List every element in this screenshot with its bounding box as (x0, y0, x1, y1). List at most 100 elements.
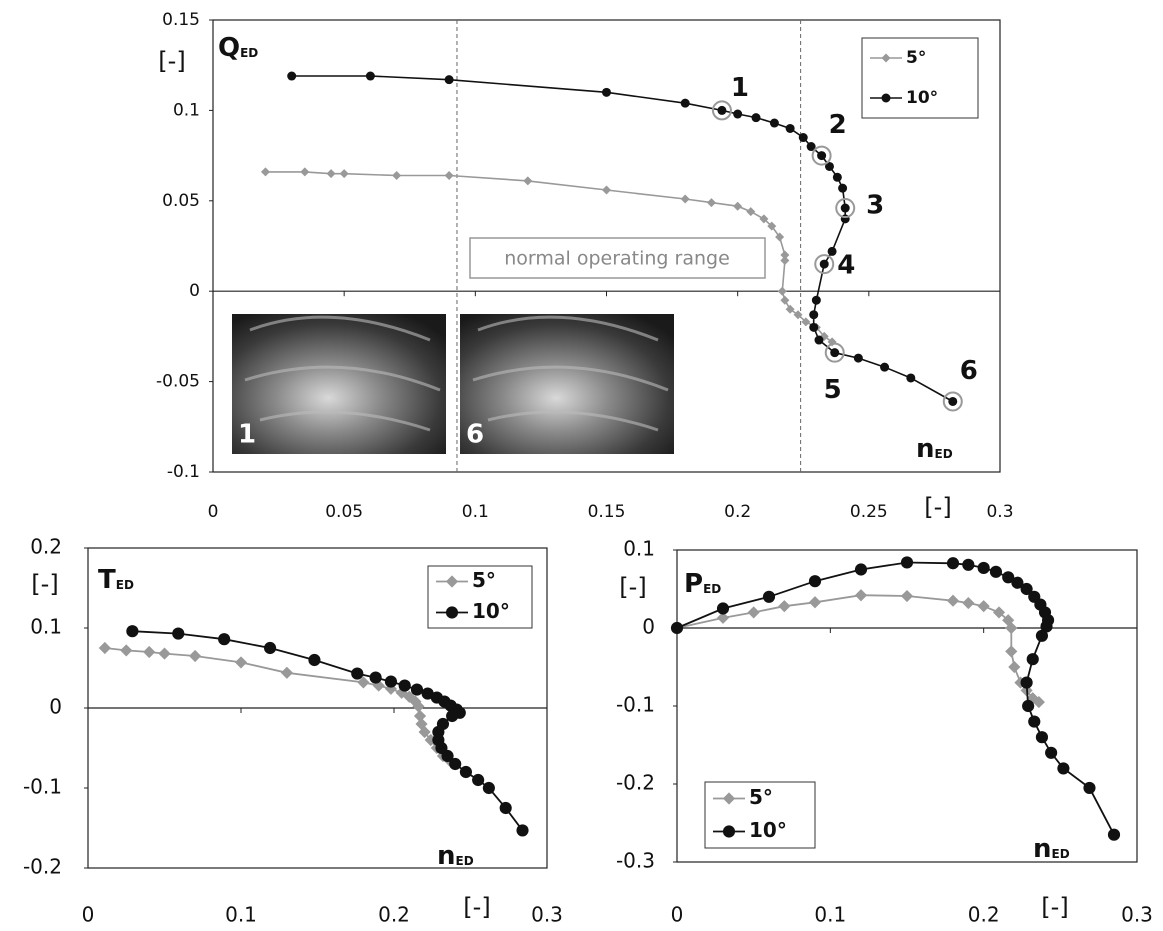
x-axis-label: nED (437, 841, 474, 871)
marker (472, 773, 485, 787)
marker (602, 87, 611, 97)
marker (260, 167, 270, 177)
marker (793, 310, 803, 320)
legend: 5°10° (427, 565, 533, 629)
point-label: 1 (731, 73, 749, 103)
marker (840, 203, 850, 213)
marker (421, 687, 434, 700)
y-tick-label: -0.3 (616, 849, 655, 873)
marker (785, 123, 795, 133)
marker (1002, 614, 1015, 627)
marker (670, 621, 684, 635)
marker (801, 317, 811, 327)
marker (369, 671, 382, 684)
x-tick-label: 0.3 (1121, 903, 1153, 927)
marker (1020, 582, 1033, 596)
y-tick-label: -0.05 (156, 372, 200, 392)
marker (1020, 676, 1033, 689)
marker (1008, 660, 1021, 674)
legend-label: 10° (749, 818, 787, 842)
marker (751, 113, 761, 123)
marker (977, 600, 990, 613)
legend-box (704, 781, 816, 849)
marker (444, 75, 454, 85)
marker (1040, 620, 1053, 633)
y-axis-label-sub: ED (240, 46, 258, 60)
marker (326, 169, 336, 179)
marker (482, 781, 495, 795)
marker (830, 348, 840, 358)
x-tick-label: 0.05 (325, 502, 363, 522)
marker (189, 649, 202, 663)
marker (1011, 576, 1024, 589)
marker (418, 725, 431, 739)
marker (1005, 621, 1018, 635)
x-tick-label: 0.2 (724, 502, 751, 522)
x-axis-label-sub: ED (935, 447, 953, 461)
legend-label: 5° (906, 48, 926, 68)
marker (1032, 696, 1045, 709)
marker (1057, 762, 1070, 775)
y-axis-label-main: Q (218, 33, 240, 63)
marker (798, 133, 808, 143)
marker (962, 596, 975, 610)
y-tick-label: 0.15 (162, 10, 200, 30)
marker (767, 221, 777, 231)
marker (762, 590, 776, 603)
marker (854, 563, 868, 576)
marker (403, 690, 416, 703)
y-tick-label: 0.1 (173, 100, 200, 120)
marker (445, 575, 459, 588)
x-tick-label: 0 (208, 502, 219, 522)
marker (777, 286, 787, 296)
annotation-box (469, 237, 766, 279)
marker (308, 653, 321, 667)
marker (1028, 715, 1041, 728)
marker (395, 686, 408, 699)
point-highlight (711, 100, 732, 121)
y-axis-label-main: P (684, 569, 703, 599)
y-tick-label: -0.2 (616, 771, 655, 795)
marker (602, 185, 611, 195)
marker (263, 641, 277, 655)
marker (158, 647, 171, 660)
x-unit: [-] (1041, 893, 1068, 921)
marker (780, 295, 790, 305)
marker (962, 558, 975, 571)
marker (722, 792, 736, 805)
x-axis-label-main: n (437, 841, 456, 871)
marker (1026, 653, 1039, 666)
y-axis-label-main: T (98, 565, 116, 595)
marker (716, 602, 730, 615)
y-tick-label: -0.1 (23, 775, 62, 799)
marker (716, 611, 730, 624)
y-tick-label: 0 (189, 281, 200, 301)
marker (234, 656, 248, 669)
marker (809, 322, 819, 332)
marker (989, 565, 1003, 578)
marker (814, 335, 824, 345)
y-unit: [-] (31, 570, 58, 598)
marker (780, 250, 790, 260)
marker (706, 198, 716, 208)
legend-box (861, 37, 979, 119)
marker (747, 606, 760, 619)
marker (746, 207, 756, 217)
x-tick-label: 0.1 (814, 903, 846, 927)
marker (881, 93, 891, 103)
photo-detail (244, 315, 441, 432)
y-tick-label: -0.1 (616, 693, 655, 717)
y-axis-label-sub: ED (703, 582, 721, 596)
marker (775, 232, 785, 242)
y-tick-label: 0.05 (162, 191, 200, 211)
marker (172, 627, 185, 640)
marker (444, 170, 454, 180)
marker (759, 214, 769, 224)
x-unit: [-] (924, 493, 951, 521)
marker (881, 53, 891, 63)
plot-frame (212, 19, 1001, 473)
marker (778, 600, 791, 613)
legend-label: 5° (749, 785, 773, 809)
marker (409, 695, 422, 708)
marker (384, 675, 398, 688)
